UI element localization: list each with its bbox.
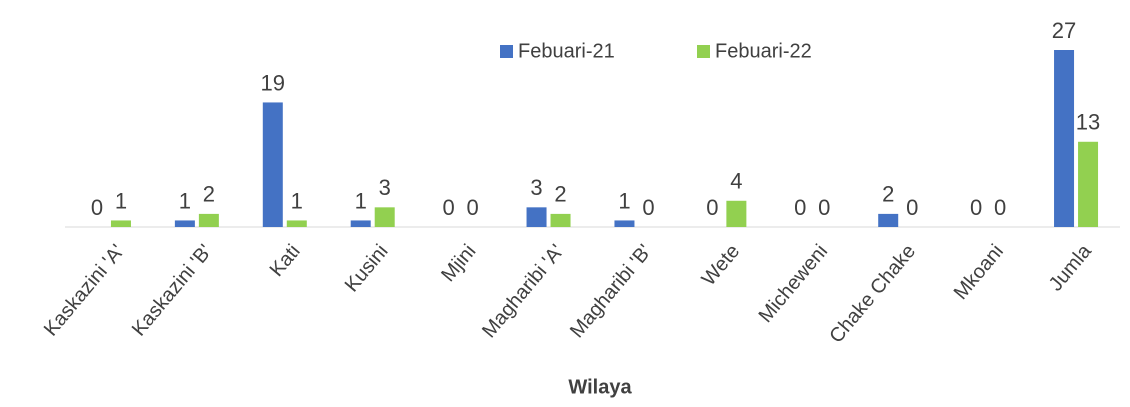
data-label: 0 [642, 195, 654, 220]
x-tick-label: Magharibi 'A' [478, 240, 568, 342]
bar [110, 220, 131, 227]
data-label: 0 [443, 195, 455, 220]
data-label: 0 [91, 195, 103, 220]
x-tick-label: Wete [698, 240, 745, 290]
data-label: 0 [994, 195, 1006, 220]
x-tick-label: Mjini [437, 240, 480, 286]
data-label: 13 [1076, 110, 1100, 135]
bar [350, 220, 371, 227]
data-label: 2 [554, 182, 566, 207]
data-label: 0 [818, 195, 830, 220]
data-label: 0 [794, 195, 806, 220]
legend-label: Febuari-22 [715, 40, 812, 62]
data-label: 1 [115, 188, 127, 213]
data-label: 0 [467, 195, 479, 220]
data-label: 1 [618, 188, 630, 213]
bar [174, 220, 195, 227]
data-label: 4 [730, 169, 742, 194]
bar [726, 200, 747, 227]
legend-label: Febuari-21 [518, 40, 615, 62]
data-label: 3 [379, 175, 391, 200]
data-label: 3 [530, 175, 542, 200]
x-tick-label: Micheweni [755, 240, 833, 327]
bar [262, 102, 283, 227]
legend-swatch [500, 45, 513, 58]
x-tick-label: Kusini [341, 240, 393, 296]
data-label: 1 [179, 188, 191, 213]
legend-swatch [697, 45, 710, 58]
bar [526, 207, 547, 227]
x-tick-label: Jumla [1045, 240, 1097, 296]
data-label: 0 [970, 195, 982, 220]
x-tick-label: Kaskazini 'B' [128, 240, 217, 340]
data-label: 27 [1052, 18, 1076, 43]
data-label: 1 [291, 188, 303, 213]
data-label: 1 [355, 188, 367, 213]
x-tick-label: Magharibi 'B' [566, 240, 656, 342]
data-label: 19 [261, 70, 285, 95]
data-label: 2 [203, 182, 215, 207]
bar [286, 220, 307, 227]
x-tick-label: Kati [266, 240, 305, 281]
bar [198, 213, 219, 227]
bar [614, 220, 635, 227]
bar [374, 207, 395, 227]
data-label: 0 [706, 195, 718, 220]
x-tick-label: Kaskazini 'A' [40, 240, 129, 340]
data-label: 0 [906, 195, 918, 220]
bar [550, 213, 571, 227]
data-label: 2 [882, 182, 894, 207]
bar [1054, 50, 1075, 227]
bar [1078, 141, 1099, 227]
x-tick-label: Mkoani [950, 240, 1008, 304]
x-tick-label: Chake Chake [825, 240, 920, 347]
bar [878, 213, 899, 227]
x-axis-title: Wilaya [568, 376, 632, 398]
